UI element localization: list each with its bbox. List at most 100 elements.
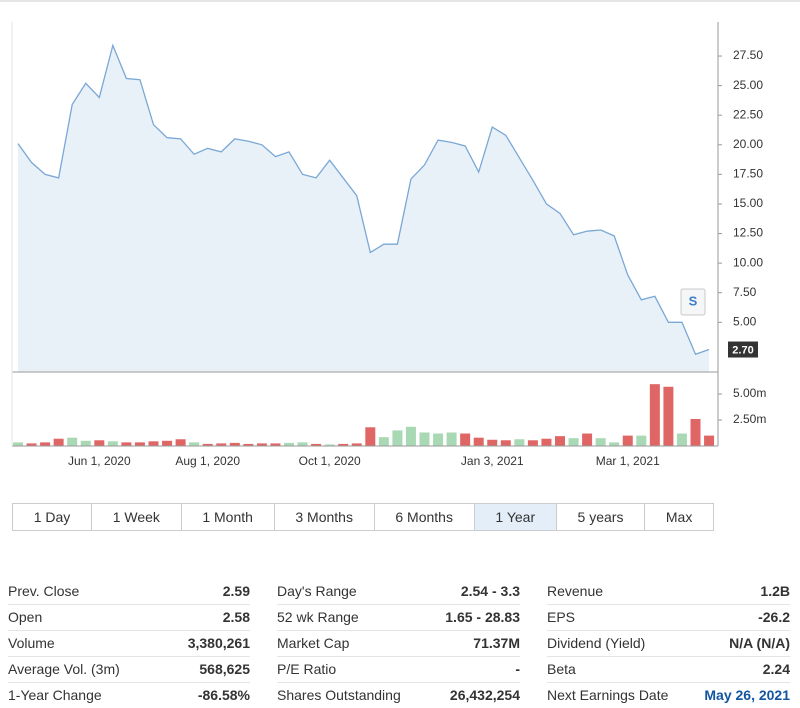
volume-bar xyxy=(162,440,173,446)
volume-bar xyxy=(392,430,403,446)
volume-bar xyxy=(351,443,362,446)
volume-bar xyxy=(229,442,240,446)
volume-bar xyxy=(595,438,606,446)
stat-row: Revenue 1.2B xyxy=(547,579,790,605)
stat-label: Average Vol. (3m) xyxy=(8,661,120,677)
stat-value: -86.58% xyxy=(197,687,250,703)
volume-bar xyxy=(243,443,254,446)
y-tick-label: 5.00m xyxy=(733,386,766,400)
range-button[interactable]: 1 Year xyxy=(474,504,557,530)
volume-bar xyxy=(527,440,538,446)
volume-bar xyxy=(473,437,484,446)
stat-value[interactable]: May 26, 2021 xyxy=(704,687,790,703)
volume-bar xyxy=(405,426,416,446)
stat-value: 3,380,261 xyxy=(187,635,250,651)
stat-value: -26.2 xyxy=(758,609,790,625)
area-fill xyxy=(18,45,710,372)
range-button[interactable]: 1 Day xyxy=(13,504,92,530)
range-button[interactable]: Max xyxy=(665,509,693,525)
stat-label: Dividend (Yield) xyxy=(547,635,646,651)
stat-value: 2.54 - 3.3 xyxy=(460,583,520,599)
stat-row: Volume 3,380,261 xyxy=(8,631,250,657)
y-tick-label: 22.50 xyxy=(733,107,763,121)
range-button[interactable]: 6 Months xyxy=(375,504,475,530)
stat-column: Day's Range 2.54 - 3.3 52 wk Range 1.65 - 2… xyxy=(277,579,520,708)
marker-label: S xyxy=(689,293,698,308)
stat-label: P/E Ratio xyxy=(277,661,337,677)
stat-value: 2.24 xyxy=(762,661,790,677)
stat-label: EPS xyxy=(547,609,576,625)
volume-bar xyxy=(500,440,511,446)
range-button[interactable]: 1 Week xyxy=(92,504,182,530)
volume-bar xyxy=(636,435,647,446)
y-tick-label: 12.50 xyxy=(733,226,763,240)
volume-bar xyxy=(704,435,715,446)
chart: Investing.com5.007.5010.0012.5015.0017.5… xyxy=(0,0,800,468)
volume-bar xyxy=(419,432,430,446)
stat-label: Next Earnings Date xyxy=(547,687,669,703)
volume-bar xyxy=(26,443,37,446)
stat-row: Prev. Close 2.59 xyxy=(8,579,250,605)
stat-value: 2.59 xyxy=(222,583,250,599)
volume-bar xyxy=(568,438,579,446)
range-button[interactable]: 5 years xyxy=(557,504,646,530)
volume-bar xyxy=(378,437,389,446)
stat-label: Volume xyxy=(8,635,55,651)
stat-row: Market Cap 71.37M xyxy=(277,631,520,657)
volume-bar xyxy=(609,442,620,446)
volume-bar xyxy=(107,441,118,446)
stat-label: Prev. Close xyxy=(8,583,80,599)
volume-bar xyxy=(13,442,23,446)
volume-bar xyxy=(94,440,105,446)
stat-label: 1-Year Change xyxy=(8,687,102,703)
volume-bar xyxy=(365,427,376,446)
volume-bar xyxy=(487,439,498,446)
y-tick-label: 2.50m xyxy=(733,412,766,426)
volume-bar xyxy=(40,442,51,446)
stat-value: 1.65 - 28.83 xyxy=(445,609,520,625)
x-tick-label: Aug 1, 2020 xyxy=(175,454,240,468)
stat-value: 26,432,254 xyxy=(449,687,520,703)
volume-bar xyxy=(433,433,444,446)
y-tick-label: 5.00 xyxy=(733,314,757,328)
volume-bar xyxy=(189,442,200,446)
stat-label: Shares Outstanding xyxy=(277,687,401,703)
volume-bar xyxy=(582,433,593,446)
y-tick-label: 10.00 xyxy=(733,255,763,269)
volume-bar xyxy=(256,443,267,446)
stat-row: Beta 2.24 xyxy=(547,657,790,683)
volume-bar xyxy=(338,443,349,446)
y-tick-label: 7.50 xyxy=(733,285,757,299)
volume-bar xyxy=(67,437,78,446)
stat-label: Beta xyxy=(547,661,576,677)
volume-bar xyxy=(284,442,294,446)
stat-row: Open 2.58 xyxy=(8,605,250,631)
volume-bar xyxy=(80,440,91,446)
marker-box xyxy=(680,288,706,316)
stat-column: Revenue 1.2B EPS -26.2 Dividend (Yield) N/A (… xyxy=(547,579,790,708)
stat-row: Average Vol. (3m) 568,625 xyxy=(8,657,250,683)
range-button[interactable]: 3 Months xyxy=(275,504,375,530)
volume-bar xyxy=(649,384,660,446)
volume-bar xyxy=(555,436,565,446)
price-line xyxy=(17,43,710,356)
volume-bar xyxy=(622,435,633,446)
stat-value: 2.58 xyxy=(222,609,250,625)
stat-row: Dividend (Yield) N/A (N/A) xyxy=(547,631,790,657)
stat-value: 568,625 xyxy=(199,661,250,677)
current-price-label: 2.70 xyxy=(732,344,753,356)
stat-value: 1.2B xyxy=(760,583,790,599)
y-tick-label: 15.00 xyxy=(733,196,763,210)
stat-value: N/A (N/A) xyxy=(729,635,790,651)
x-tick-label: Jun 1, 2020 xyxy=(68,454,131,468)
y-tick-label: 27.50 xyxy=(733,48,763,62)
y-tick-label: 25.00 xyxy=(733,78,763,92)
x-tick-label: Jan 3, 2021 xyxy=(461,454,524,468)
range-button[interactable]: 1 Month xyxy=(182,504,275,530)
volume-bar xyxy=(690,418,701,446)
stat-label: Open xyxy=(8,609,43,625)
stat-label: Revenue xyxy=(547,583,604,599)
volume-bar xyxy=(175,439,186,446)
stat-label: 52 wk Range xyxy=(277,609,359,625)
volume-bar xyxy=(663,386,674,446)
